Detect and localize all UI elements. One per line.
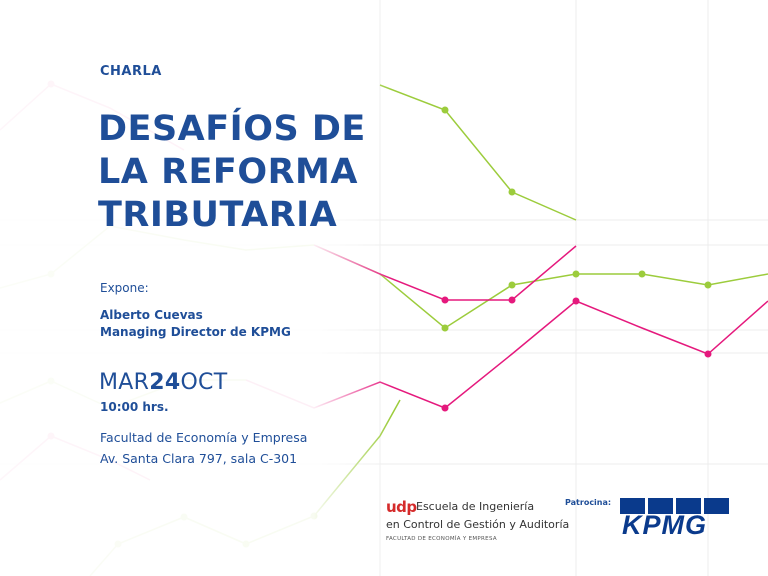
kpmg-logo-wordmark: KPMG — [622, 510, 707, 540]
speaker-role: Managing Director de KPMG — [100, 325, 291, 339]
green-line-top — [379, 84, 577, 221]
expone-label: Expone: — [100, 281, 149, 295]
speaker-block: Alberto Cuevas Managing Director de KPMG — [100, 307, 291, 341]
kpmg-logo: KPMG — [620, 498, 730, 542]
date-month-2: OCT — [180, 370, 228, 395]
event-time: 10:00 hrs. — [100, 400, 169, 414]
event-date: MAR24OCT — [99, 370, 227, 396]
organizer-line-1: Escuela de Ingeniería — [416, 500, 535, 513]
date-month-1: MAR — [99, 370, 150, 395]
venue-line-2: Av. Santa Clara 797, sala C-301 — [100, 451, 298, 466]
venue-line-1: Facultad de Economía y Empresa — [100, 430, 308, 445]
sponsor-label: Patrocina: — [565, 498, 612, 507]
udp-logo-mark: udp — [386, 498, 417, 516]
event-type-label: CHARLA — [100, 64, 162, 79]
title-line-3: TRIBUTARIA — [98, 195, 338, 235]
speaker-name: Alberto Cuevas — [100, 308, 203, 322]
date-day: 24 — [149, 370, 181, 395]
title-line-1: DESAFÍOS DE — [98, 109, 366, 149]
organizer-line-2: en Control de Gestión y Auditoría — [386, 518, 570, 531]
title-line-2: LA REFORMA — [98, 152, 358, 192]
text-panel — [0, 0, 392, 576]
organizer-line-3: FACULTAD DE ECONOMÍA Y EMPRESA — [386, 536, 497, 542]
venue-block: Facultad de Economía y Empresa Av. Santa… — [100, 427, 307, 469]
kpmg-logo-boxes — [620, 498, 730, 514]
event-title: DESAFÍOS DE LA REFORMA TRIBUTARIA — [98, 108, 366, 237]
